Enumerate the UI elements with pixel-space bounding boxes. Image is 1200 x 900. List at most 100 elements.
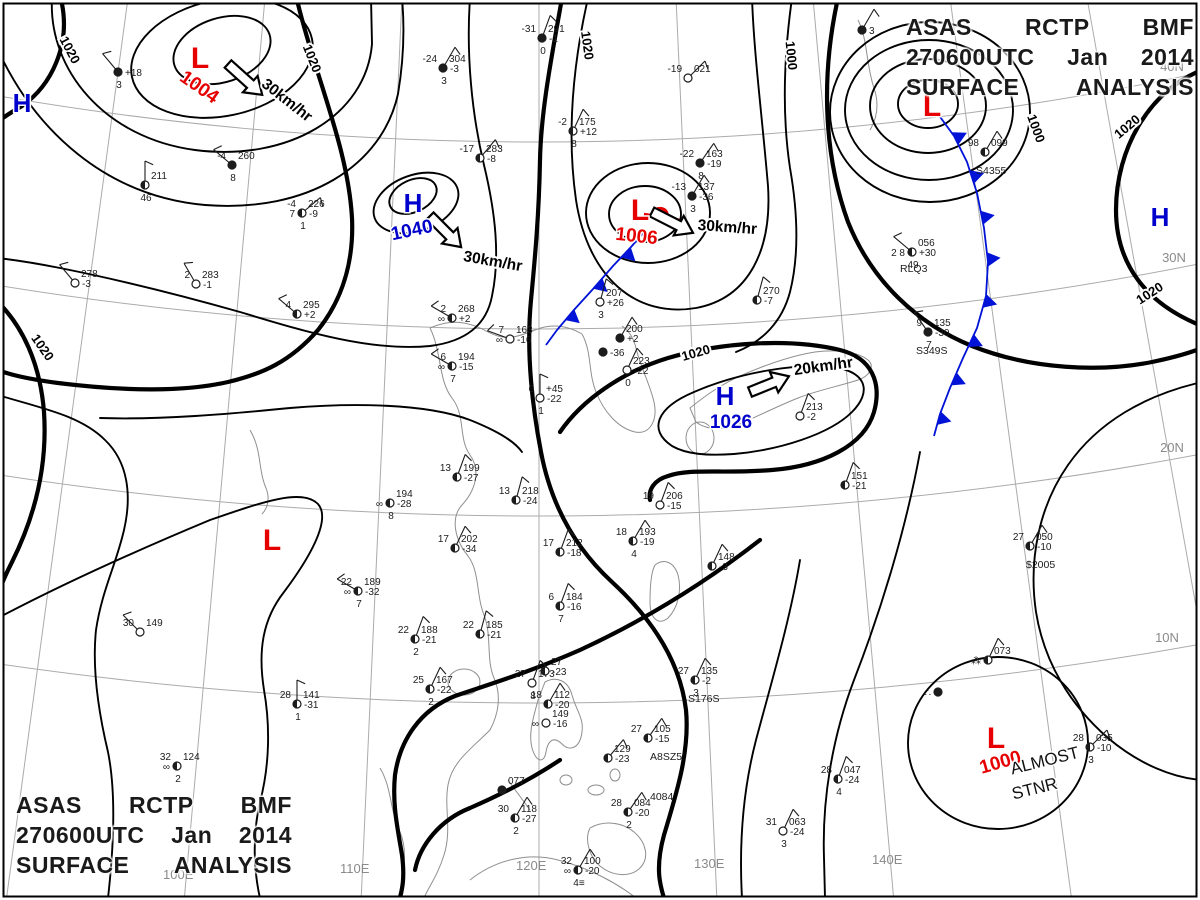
high-center-symbol: H bbox=[1151, 202, 1170, 232]
coastline bbox=[587, 822, 647, 875]
station-half-fill bbox=[511, 814, 515, 822]
station-text: 22 bbox=[398, 625, 410, 636]
coastline bbox=[249, 429, 269, 515]
station-plot: +183 bbox=[102, 50, 142, 91]
station-text: ∴ bbox=[925, 688, 931, 699]
isobar-bold bbox=[412, 757, 563, 873]
wind-barb-tick bbox=[1106, 729, 1111, 739]
wind-barb-tick bbox=[704, 657, 712, 666]
cold-front-triangle-icon bbox=[980, 210, 995, 225]
station-circle-icon bbox=[598, 347, 608, 357]
wind-barb-tick bbox=[996, 130, 1003, 139]
station-half-fill bbox=[604, 754, 608, 762]
station-plot: 077 bbox=[497, 776, 525, 795]
station-half-fill bbox=[453, 473, 457, 481]
station-plot: 13 199-27 bbox=[440, 454, 480, 484]
station-plot: 30 149 bbox=[122, 611, 163, 637]
station-circle-icon bbox=[923, 327, 933, 337]
station-text: A8SZ5 bbox=[650, 751, 682, 763]
wind-barb-tick bbox=[873, 8, 880, 17]
station-circle-icon bbox=[655, 500, 665, 510]
station-text: -16 bbox=[517, 335, 532, 346]
wind-barb-tick bbox=[852, 462, 860, 470]
isobar-value-label: 1000 bbox=[783, 40, 801, 70]
station-half-fill bbox=[708, 562, 712, 570]
station-circle-icon bbox=[933, 687, 943, 697]
station-text: -24 bbox=[523, 496, 538, 507]
coastline bbox=[429, 321, 583, 338]
wind-barb-tick bbox=[997, 637, 1005, 646]
wind-barb-tick bbox=[59, 261, 69, 266]
meridian-line bbox=[950, 4, 1072, 896]
station-text: 202 bbox=[461, 534, 478, 545]
wind-barb-tick bbox=[589, 848, 596, 857]
station-text: -16 bbox=[567, 602, 582, 613]
station-text: -23 bbox=[615, 754, 630, 765]
isobar-thin bbox=[51, 4, 373, 153]
station-plot: 17 212-18 bbox=[543, 529, 583, 559]
station-plot: 22 189-327 ∞ bbox=[336, 573, 381, 610]
wind-barb-tick bbox=[494, 139, 500, 149]
coastline bbox=[469, 856, 635, 896]
wind-barb-tick bbox=[319, 197, 324, 207]
station-text: ∞ bbox=[163, 762, 170, 773]
station-plot: -13 137-363 bbox=[672, 174, 715, 215]
station-circle-icon bbox=[135, 627, 145, 637]
wind-barb-tick bbox=[526, 796, 533, 805]
station-text: 199 bbox=[463, 463, 480, 474]
cold-front-line bbox=[933, 113, 989, 437]
coastline bbox=[424, 327, 499, 896]
station-text: -17 bbox=[460, 144, 475, 155]
station-text: 3 bbox=[441, 76, 447, 87]
title-line-1: ASAS RCTP BMF bbox=[906, 12, 1194, 42]
station-plot: 3 bbox=[857, 8, 880, 37]
station-text: -23 bbox=[552, 667, 567, 678]
station-text: 49 bbox=[907, 260, 919, 271]
wind-barb-tick bbox=[485, 610, 494, 618]
wind-barb-tick bbox=[539, 660, 547, 668]
wind-barb-tick bbox=[792, 808, 800, 817]
station-text: 30 bbox=[123, 618, 135, 629]
station-text: 149 bbox=[146, 618, 163, 629]
meridian-line bbox=[360, 4, 403, 896]
wind-barb-tick bbox=[667, 482, 675, 490]
station-text: 2 bbox=[184, 270, 190, 281]
station-half-fill bbox=[512, 496, 516, 504]
station-half-fill bbox=[556, 602, 560, 610]
fronts bbox=[545, 113, 1001, 437]
station-text: -22 bbox=[680, 149, 695, 160]
station-text: -10 bbox=[1037, 542, 1052, 553]
station-text: 056 bbox=[918, 238, 935, 249]
station-plot: 211 46 bbox=[140, 160, 167, 204]
station-text: 2 bbox=[626, 820, 632, 831]
station-plot: 19 206-15 bbox=[643, 482, 683, 512]
station-text: 295 bbox=[303, 300, 320, 311]
station-text: $2005 bbox=[1026, 559, 1055, 571]
isobar-thin bbox=[4, 4, 405, 207]
station-text: 6 bbox=[548, 592, 554, 603]
station-circle-icon bbox=[541, 718, 551, 728]
isobar-bold bbox=[527, 4, 689, 896]
movement-speed-label: 30km/hr bbox=[462, 248, 524, 275]
station-half-fill bbox=[574, 866, 578, 874]
wind-barb-tick bbox=[622, 739, 628, 749]
isobar-value-label: 1020 bbox=[300, 42, 325, 74]
station-text: ∞ bbox=[532, 719, 539, 730]
station-text: -20 bbox=[555, 700, 570, 711]
isobar-thin bbox=[4, 496, 324, 896]
station-half-fill bbox=[293, 700, 297, 708]
isobar-thin bbox=[130, 4, 314, 119]
station-text: ⁂ bbox=[971, 656, 981, 667]
station-text: -8 bbox=[487, 154, 496, 165]
station-text: 6 bbox=[440, 352, 446, 363]
station-text: -1 bbox=[203, 280, 212, 291]
low-center-symbol: L bbox=[191, 42, 209, 75]
station-plot: 13 218-24 bbox=[499, 476, 539, 507]
station-text: -19 bbox=[668, 64, 683, 75]
station-plot: 207+263 bbox=[595, 278, 624, 321]
station-text: 112 bbox=[554, 690, 570, 701]
isobar-thin bbox=[735, 4, 798, 353]
wind-barb-tick bbox=[661, 718, 667, 727]
